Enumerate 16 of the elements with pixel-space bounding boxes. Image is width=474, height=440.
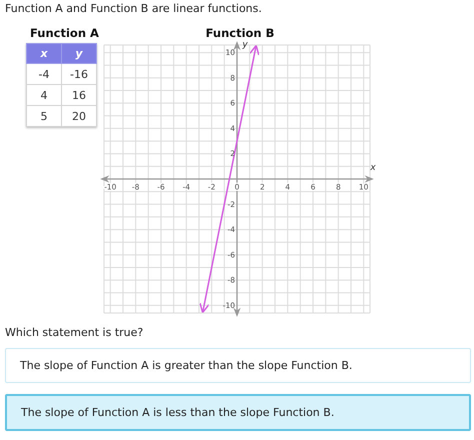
category-label: -4 xyxy=(38,68,50,80)
y-axis-title: y xyxy=(241,40,248,50)
text: x xyxy=(40,47,48,60)
text: Function A xyxy=(30,26,99,40)
text: Function A and Function B are linear functions. xyxy=(5,2,262,15)
category-label: 5 xyxy=(40,110,48,122)
answer-choice: The slope of Function A is less than the slope Function B. xyxy=(5,394,471,431)
data-label: 16 xyxy=(62,84,96,106)
text: Which statement is true? xyxy=(5,326,144,339)
text: y xyxy=(75,47,83,60)
data-label: 20 xyxy=(62,106,96,126)
answer-choice: The slope of Function A is greater than the slope Function B. xyxy=(5,348,471,383)
chart-title: Function B xyxy=(206,26,274,40)
data-label: -16 xyxy=(62,64,96,84)
category-label: 4 xyxy=(40,88,48,102)
x-axis-title: x xyxy=(369,163,376,173)
